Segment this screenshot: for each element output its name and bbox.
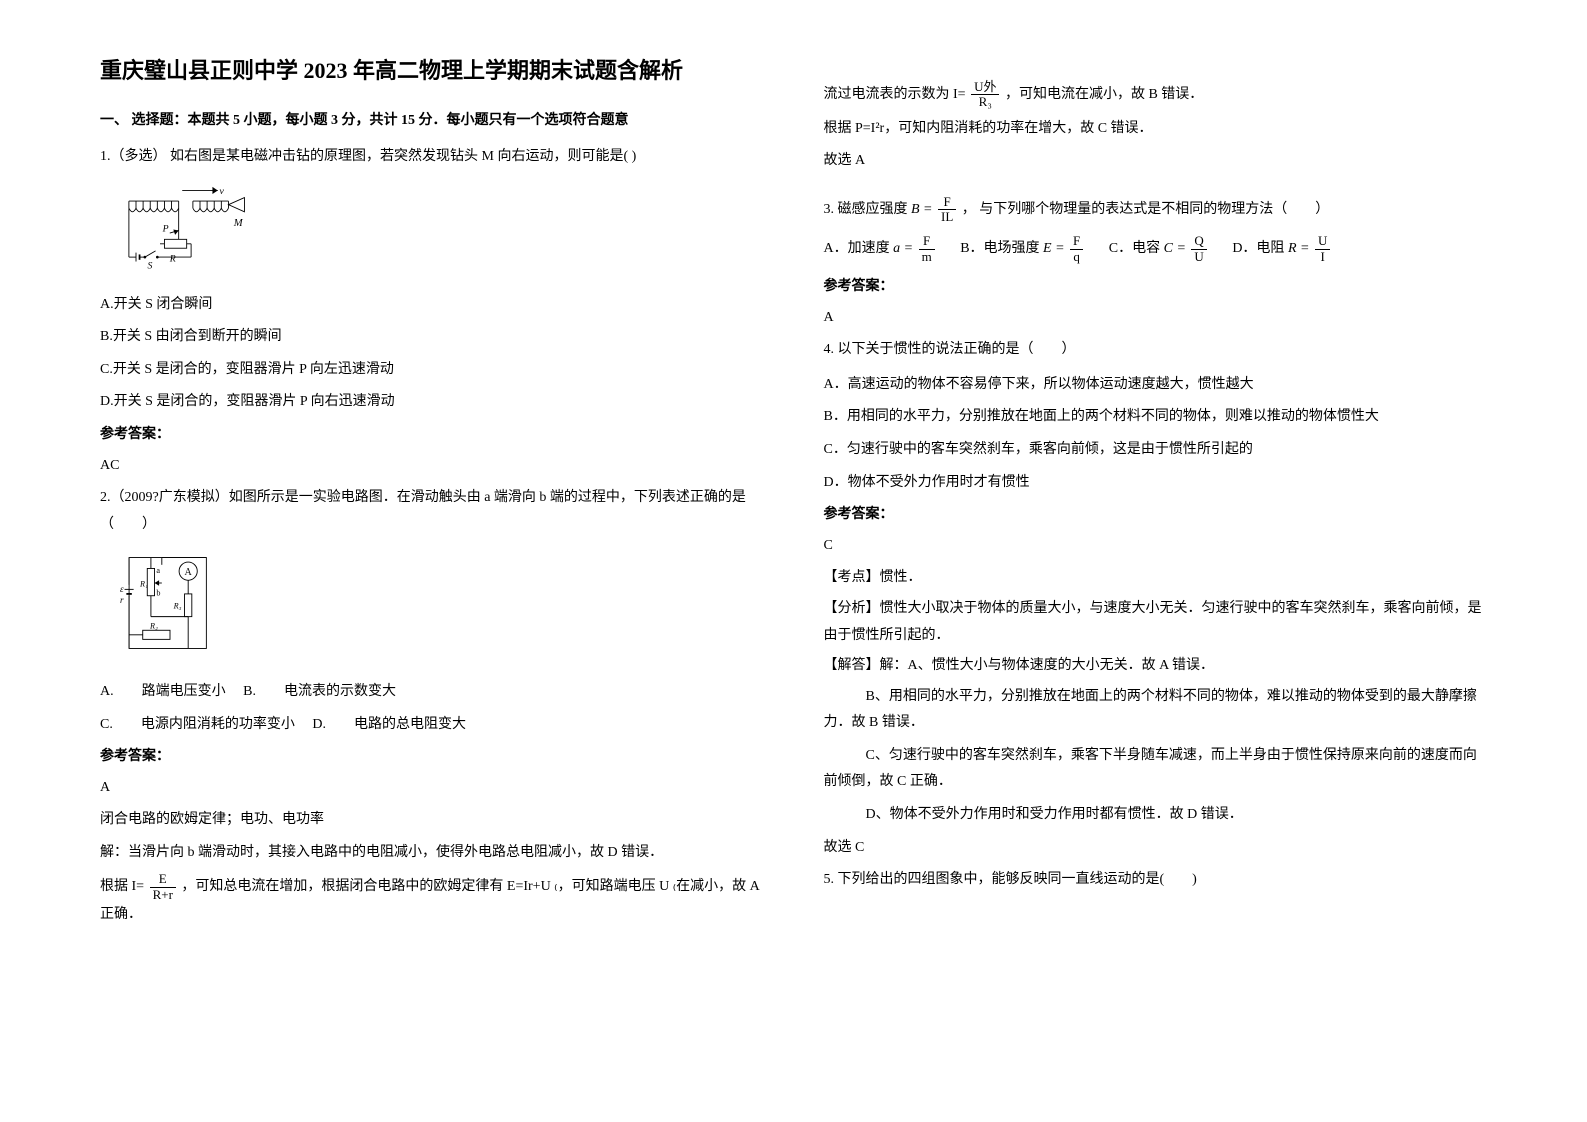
q4-answer: C bbox=[824, 533, 1488, 560]
svg-text:S: S bbox=[148, 261, 153, 271]
q3-optD-fraction: U I bbox=[1315, 234, 1330, 264]
q5-stem: 5. 下列给出的四组图象中，能够反映同一直线运动的是( ) bbox=[824, 867, 1488, 894]
q2-opts-ab: A. 路端电压变小 B. 电流表的示数变大 bbox=[100, 679, 764, 706]
q1-stem: 1.（多选） 如右图是某电磁冲击钻的原理图，若突然发现钻头 M 向右运动，则可能… bbox=[100, 144, 764, 171]
q3-B-eq: B = bbox=[911, 202, 936, 217]
svg-text:a: a bbox=[156, 566, 160, 575]
q3-options: A．加速度 a = F m B．电场强度 E = F q C．电容 C = bbox=[824, 234, 1488, 264]
q4-optC: C．匀速行驶中的客车突然刹车，乘客向前倾，这是由于惯性所引起的 bbox=[824, 437, 1488, 464]
q3-B-fraction: F IL bbox=[938, 195, 956, 225]
q4-optD: D．物体不受外力作用时才有惯性 bbox=[824, 470, 1488, 497]
q4-analysis: 【分析】惯性大小取决于物体的质量大小，与速度大小无关．匀速行驶中的客车突然刹车，… bbox=[824, 596, 1488, 649]
svg-text:r: r bbox=[120, 595, 124, 605]
fraction-den: U bbox=[1191, 250, 1206, 264]
q4-optA: A．高速运动的物体不容易停下来，所以物体运动速度越大，惯性越大 bbox=[824, 372, 1488, 399]
fraction-num: U bbox=[1315, 234, 1330, 249]
q2-explain3-pre: 根据 I= bbox=[100, 880, 144, 895]
q2-col2c: 故选 A bbox=[824, 148, 1488, 175]
svg-text:ε: ε bbox=[120, 584, 124, 594]
svg-text:R₂: R₂ bbox=[149, 622, 158, 631]
q2-explain1: 闭合电路的欧姆定律；电功、电功率 bbox=[100, 807, 764, 834]
svg-text:P: P bbox=[162, 223, 169, 234]
svg-text:v: v bbox=[220, 186, 225, 197]
q2-col2a-pre: 流过电流表的示数为 I= bbox=[824, 87, 966, 102]
q2-diagram: ε r a R₁ b A R₃ bbox=[120, 548, 764, 669]
svg-text:A: A bbox=[185, 567, 193, 578]
q3-answer: A bbox=[824, 305, 1488, 332]
q4-conclusion: 故选 C bbox=[824, 835, 1488, 862]
svg-text:R₃: R₃ bbox=[173, 602, 182, 611]
q3-optB-fraction: F q bbox=[1070, 234, 1083, 264]
q3-a-eq: a = bbox=[893, 241, 916, 256]
q3-R-eq: R = bbox=[1288, 241, 1313, 256]
svg-text:b: b bbox=[156, 589, 160, 598]
fraction-den: IL bbox=[938, 210, 956, 224]
q2-col2b: 根据 P=I²r，可知内阻消耗的功率在增大，故 C 错误． bbox=[824, 116, 1488, 143]
q4-solve-c: C、匀速行驶中的客车突然刹车，乘客下半身随车减速，而上半身由于惯性保持原来向前的… bbox=[824, 743, 1488, 796]
q2-stem: 2.（2009?广东模拟）如图所示是一实验电路图．在滑动触头由 a 端滑向 b … bbox=[100, 485, 764, 538]
q1-optA: A.开关 S 闭合瞬间 bbox=[100, 292, 764, 319]
svg-text:R₁: R₁ bbox=[139, 580, 148, 589]
q4-point: 【考点】惯性． bbox=[824, 565, 1488, 592]
q3-stem-post: ， 与下列哪个物理量的表达式是不相同的物理方法（ ） bbox=[962, 202, 1330, 217]
q2-answer-label: 参考答案： bbox=[100, 744, 764, 771]
q4-solve-d: D、物体不受外力作用时和受力作用时都有惯性．故 D 错误． bbox=[824, 802, 1488, 829]
q4-stem: 4. 以下关于惯性的说法正确的是（ ） bbox=[824, 337, 1488, 364]
q1-answer-label: 参考答案： bbox=[100, 422, 764, 449]
q1-optC: C.开关 S 是闭合的，变阻器滑片 P 向左迅速滑动 bbox=[100, 357, 764, 384]
fraction-num: Q bbox=[1191, 234, 1206, 249]
q2-optC: C. 电源内阻消耗的功率变小 bbox=[100, 717, 295, 732]
q1-optD: D.开关 S 是闭合的，变阻器滑片 P 向右迅速滑动 bbox=[100, 389, 764, 416]
fraction-den: m bbox=[919, 250, 935, 264]
q2-col2a-fraction: U外 R₃ bbox=[971, 80, 999, 110]
fraction-den: R+r bbox=[150, 888, 176, 902]
q2-opts-cd: C. 电源内阻消耗的功率变小 D. 电路的总电阻变大 bbox=[100, 712, 764, 739]
q3-optC: C．电容 C = Q U bbox=[1109, 234, 1209, 264]
q3-optC-label: C．电容 bbox=[1109, 241, 1160, 256]
q3-answer-label: 参考答案： bbox=[824, 274, 1488, 301]
q4-solve-label: 【解答】解：A、惯性大小与物体速度的大小无关．故 A 错误． bbox=[824, 653, 1488, 680]
fraction-num: E bbox=[150, 872, 176, 887]
q3-stem-pre: 3. 磁感应强度 bbox=[824, 202, 908, 217]
q2-explain3: 根据 I= E R+r ，可知总电流在增加，根据闭合电路中的欧姆定律有 E=Ir… bbox=[100, 872, 764, 928]
q2-col2a-post: ，可知电流在减小，故 B 错误． bbox=[1005, 87, 1203, 102]
svg-text:R: R bbox=[169, 254, 176, 265]
q3-optD: D．电阻 R = U I bbox=[1232, 234, 1332, 264]
q3-optA-label: A．加速度 bbox=[824, 241, 890, 256]
q2-col2a: 流过电流表的示数为 I= U外 R₃ ，可知电流在减小，故 B 错误． bbox=[824, 80, 1488, 110]
section-header: 一、 选择题：本题共 5 小题，每小题 3 分，共计 15 分．每小题只有一个选… bbox=[100, 108, 764, 135]
fraction-den: I bbox=[1315, 250, 1330, 264]
q2-optB: B. 电流表的示数变大 bbox=[243, 684, 396, 699]
fraction-num: U外 bbox=[971, 80, 999, 95]
q2-optD: D. 电路的总电阻变大 bbox=[312, 717, 466, 732]
fraction-num: F bbox=[938, 195, 956, 210]
svg-text:M: M bbox=[233, 218, 244, 229]
fraction-den: q bbox=[1070, 250, 1083, 264]
q3-optB-label: B．电场强度 bbox=[960, 241, 1039, 256]
q2-explain3-post: ，可知总电流在增加，根据闭合电路中的欧姆定律有 E=Ir+U ₍，可知路端电压 … bbox=[100, 880, 759, 923]
q3-stem: 3. 磁感应强度 B = F IL ， 与下列哪个物理量的表达式是不相同的物理方… bbox=[824, 195, 1488, 225]
q3-optA: A．加速度 a = F m bbox=[824, 234, 937, 264]
q2-optA: A. 路端电压变小 bbox=[100, 684, 226, 699]
q1-diagram: v M P R bbox=[120, 181, 764, 282]
q2-explain2: 解：当滑片向 b 端滑动时，其接入电路中的电阻减小，使得外电路总电阻减小，故 D… bbox=[100, 840, 764, 867]
q3-optD-label: D．电阻 bbox=[1232, 241, 1284, 256]
q2-answer: A bbox=[100, 775, 764, 802]
fraction-den: R₃ bbox=[971, 95, 999, 109]
q3-optA-fraction: F m bbox=[919, 234, 935, 264]
q1-answer: AC bbox=[100, 453, 764, 480]
q3-optC-fraction: Q U bbox=[1191, 234, 1206, 264]
q4-solve-b: B、用相同的水平力，分别推放在地面上的两个材料不同的物体，难以推动的物体受到的最… bbox=[824, 684, 1488, 737]
fraction-num: F bbox=[1070, 234, 1083, 249]
q4-optB: B．用相同的水平力，分别推放在地面上的两个材料不同的物体，则难以推动的物体惯性大 bbox=[824, 404, 1488, 431]
q2-explain3-fraction: E R+r bbox=[150, 872, 176, 902]
q3-C-eq: C = bbox=[1164, 241, 1190, 256]
fraction-num: F bbox=[919, 234, 935, 249]
q1-optB: B.开关 S 由闭合到断开的瞬间 bbox=[100, 324, 764, 351]
q4-answer-label: 参考答案： bbox=[824, 502, 1488, 529]
q3-optB: B．电场强度 E = F q bbox=[960, 234, 1085, 264]
q3-E-eq: E = bbox=[1043, 241, 1068, 256]
page-title: 重庆璧山县正则中学 2023 年高二物理上学期期末试题含解析 bbox=[100, 50, 764, 92]
